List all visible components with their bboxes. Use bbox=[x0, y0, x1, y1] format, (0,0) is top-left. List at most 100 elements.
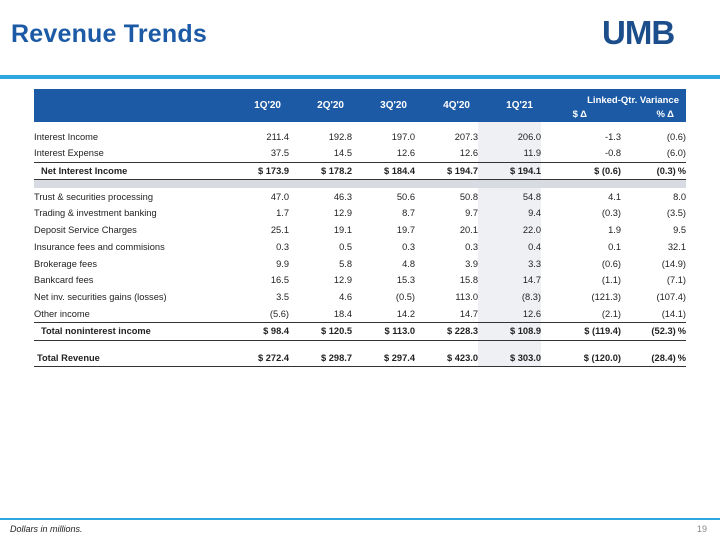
cell: (28.4)% bbox=[621, 349, 686, 368]
cell: 9.9 bbox=[276, 258, 289, 269]
cell: (0.5) bbox=[395, 291, 415, 302]
cell: 50.8 bbox=[459, 191, 478, 202]
cell: (1.1) bbox=[601, 275, 621, 286]
row-label: Interest Income bbox=[34, 131, 99, 142]
cell: (3.5) bbox=[666, 208, 686, 219]
umb-logo: UMB bbox=[602, 16, 675, 48]
table-gap bbox=[34, 340, 686, 350]
cell: 14.2 bbox=[396, 308, 415, 319]
cell: 15.3 bbox=[396, 275, 415, 286]
cell: 9.5 bbox=[673, 225, 686, 236]
cell: $ 184.4 bbox=[352, 161, 415, 181]
cell: (0.3)% bbox=[621, 161, 686, 181]
table-row: Trust & securities processing 47.0 46.3 … bbox=[34, 188, 686, 206]
revenue-table: 1Q'20 2Q'20 3Q'20 4Q'20 1Q'21 Linked-Qtr… bbox=[34, 89, 686, 368]
table-spacer bbox=[34, 179, 686, 189]
pct-value: (0.3) bbox=[656, 166, 676, 177]
cell: 0.1 bbox=[608, 241, 621, 252]
cell: 9.4 bbox=[478, 205, 541, 222]
cell: 12.6 bbox=[396, 148, 415, 159]
cell: 9.7 bbox=[465, 208, 478, 219]
cell: 4.8 bbox=[402, 258, 415, 269]
cell: (0.6) bbox=[601, 258, 621, 269]
table-row: Interest Income 211.4 192.8 197.0 207.3 … bbox=[34, 122, 686, 146]
variance-dollar-header: $ Δ bbox=[541, 105, 621, 123]
cell: 19.7 bbox=[396, 225, 415, 236]
cell: 192.8 bbox=[328, 131, 352, 142]
cell: 3.3 bbox=[478, 255, 541, 272]
row-label: Trading & investment banking bbox=[34, 208, 157, 219]
cell: $ (120.0) bbox=[541, 349, 621, 368]
table-row-subtotal: Net Interest Income $ 173.9 $ 178.2 $ 18… bbox=[34, 161, 686, 181]
cell: 14.5 bbox=[333, 148, 352, 159]
page-number: 19 bbox=[696, 524, 707, 534]
gap-cell bbox=[541, 340, 686, 350]
cell: 14.7 bbox=[459, 308, 478, 319]
cell: 12.9 bbox=[333, 208, 352, 219]
table-row: Net inv. securities gains (losses) 3.5 4… bbox=[34, 288, 686, 306]
row-label: Insurance fees and commisions bbox=[34, 241, 165, 252]
table-row: Deposit Service Charges 25.1 19.1 19.7 2… bbox=[34, 221, 686, 239]
cell: (5.6) bbox=[269, 308, 289, 319]
cell: 18.4 bbox=[333, 308, 352, 319]
cell: (2.1) bbox=[601, 308, 621, 319]
cell: 0.3 bbox=[402, 241, 415, 252]
row-label: Interest Expense bbox=[34, 148, 104, 159]
footnote: Dollars in millions. bbox=[10, 524, 83, 534]
cell: 5.8 bbox=[339, 258, 352, 269]
cell: 1.7 bbox=[276, 208, 289, 219]
table-row: Bankcard fees 16.5 12.9 15.3 15.8 14.7 (… bbox=[34, 271, 686, 289]
cell: 0.3 bbox=[276, 241, 289, 252]
table-row-total: Total Revenue $ 272.4 $ 298.7 $ 297.4 $ … bbox=[34, 349, 686, 368]
cell: 54.8 bbox=[478, 188, 541, 206]
cell: 4.6 bbox=[339, 291, 352, 302]
cell: 11.9 bbox=[478, 145, 541, 163]
cell: $ 298.7 bbox=[289, 349, 352, 368]
cell: (107.4) bbox=[656, 291, 686, 302]
cell: 0.3 bbox=[465, 241, 478, 252]
cell: $ 113.0 bbox=[352, 321, 415, 341]
cell: 14.7 bbox=[478, 271, 541, 289]
row-label: Net Interest Income bbox=[34, 161, 226, 181]
column-header: 1Q'21 bbox=[478, 89, 541, 123]
row-label: Deposit Service Charges bbox=[34, 225, 137, 236]
cell: (8.3) bbox=[478, 288, 541, 306]
spacer-cell bbox=[34, 179, 686, 189]
cell: 22.0 bbox=[478, 221, 541, 239]
cell: (121.3) bbox=[591, 291, 621, 302]
cell: 15.8 bbox=[459, 275, 478, 286]
column-header: 4Q'20 bbox=[415, 89, 478, 123]
table-row: Interest Expense 37.5 14.5 12.6 12.6 11.… bbox=[34, 145, 686, 163]
cell: 16.5 bbox=[270, 275, 289, 286]
column-header: 1Q'20 bbox=[226, 89, 289, 123]
cell: 4.1 bbox=[608, 191, 621, 202]
cell: 3.5 bbox=[276, 291, 289, 302]
pct-value: (28.4) bbox=[651, 352, 676, 363]
row-label: Total noninterest income bbox=[34, 321, 226, 341]
table-row: Brokerage fees 9.9 5.8 4.8 3.9 3.3 (0.6)… bbox=[34, 255, 686, 272]
column-header: 2Q'20 bbox=[289, 89, 352, 123]
pct-value: (52.3) bbox=[651, 326, 676, 337]
cell: (0.6) bbox=[666, 131, 686, 142]
row-label: Bankcard fees bbox=[34, 275, 94, 286]
cell: 211.4 bbox=[266, 131, 289, 142]
cell: 37.5 bbox=[270, 148, 289, 159]
cell: -0.8 bbox=[604, 148, 621, 159]
row-label: Trust & securities processing bbox=[34, 191, 154, 202]
cell: $ (0.6) bbox=[541, 161, 621, 181]
cell: 32.1 bbox=[667, 241, 686, 252]
table-row: Insurance fees and commisions 0.3 0.5 0.… bbox=[34, 238, 686, 256]
svg-text:UMB: UMB bbox=[602, 16, 674, 48]
cell: $ 178.2 bbox=[289, 161, 352, 181]
cell: -1.3 bbox=[604, 131, 621, 142]
column-header: 3Q'20 bbox=[352, 89, 415, 123]
cell: 206.0 bbox=[478, 122, 541, 146]
cell: 25.1 bbox=[270, 225, 289, 236]
cell: $ 423.0 bbox=[415, 349, 478, 368]
cell: $ 194.7 bbox=[415, 161, 478, 181]
cell: 12.6 bbox=[459, 148, 478, 159]
cell: 20.1 bbox=[459, 225, 478, 236]
cell: 47.0 bbox=[270, 191, 289, 202]
page-title: Revenue Trends bbox=[11, 20, 207, 48]
table-header-row: 1Q'20 2Q'20 3Q'20 4Q'20 1Q'21 Linked-Qtr… bbox=[34, 89, 686, 123]
